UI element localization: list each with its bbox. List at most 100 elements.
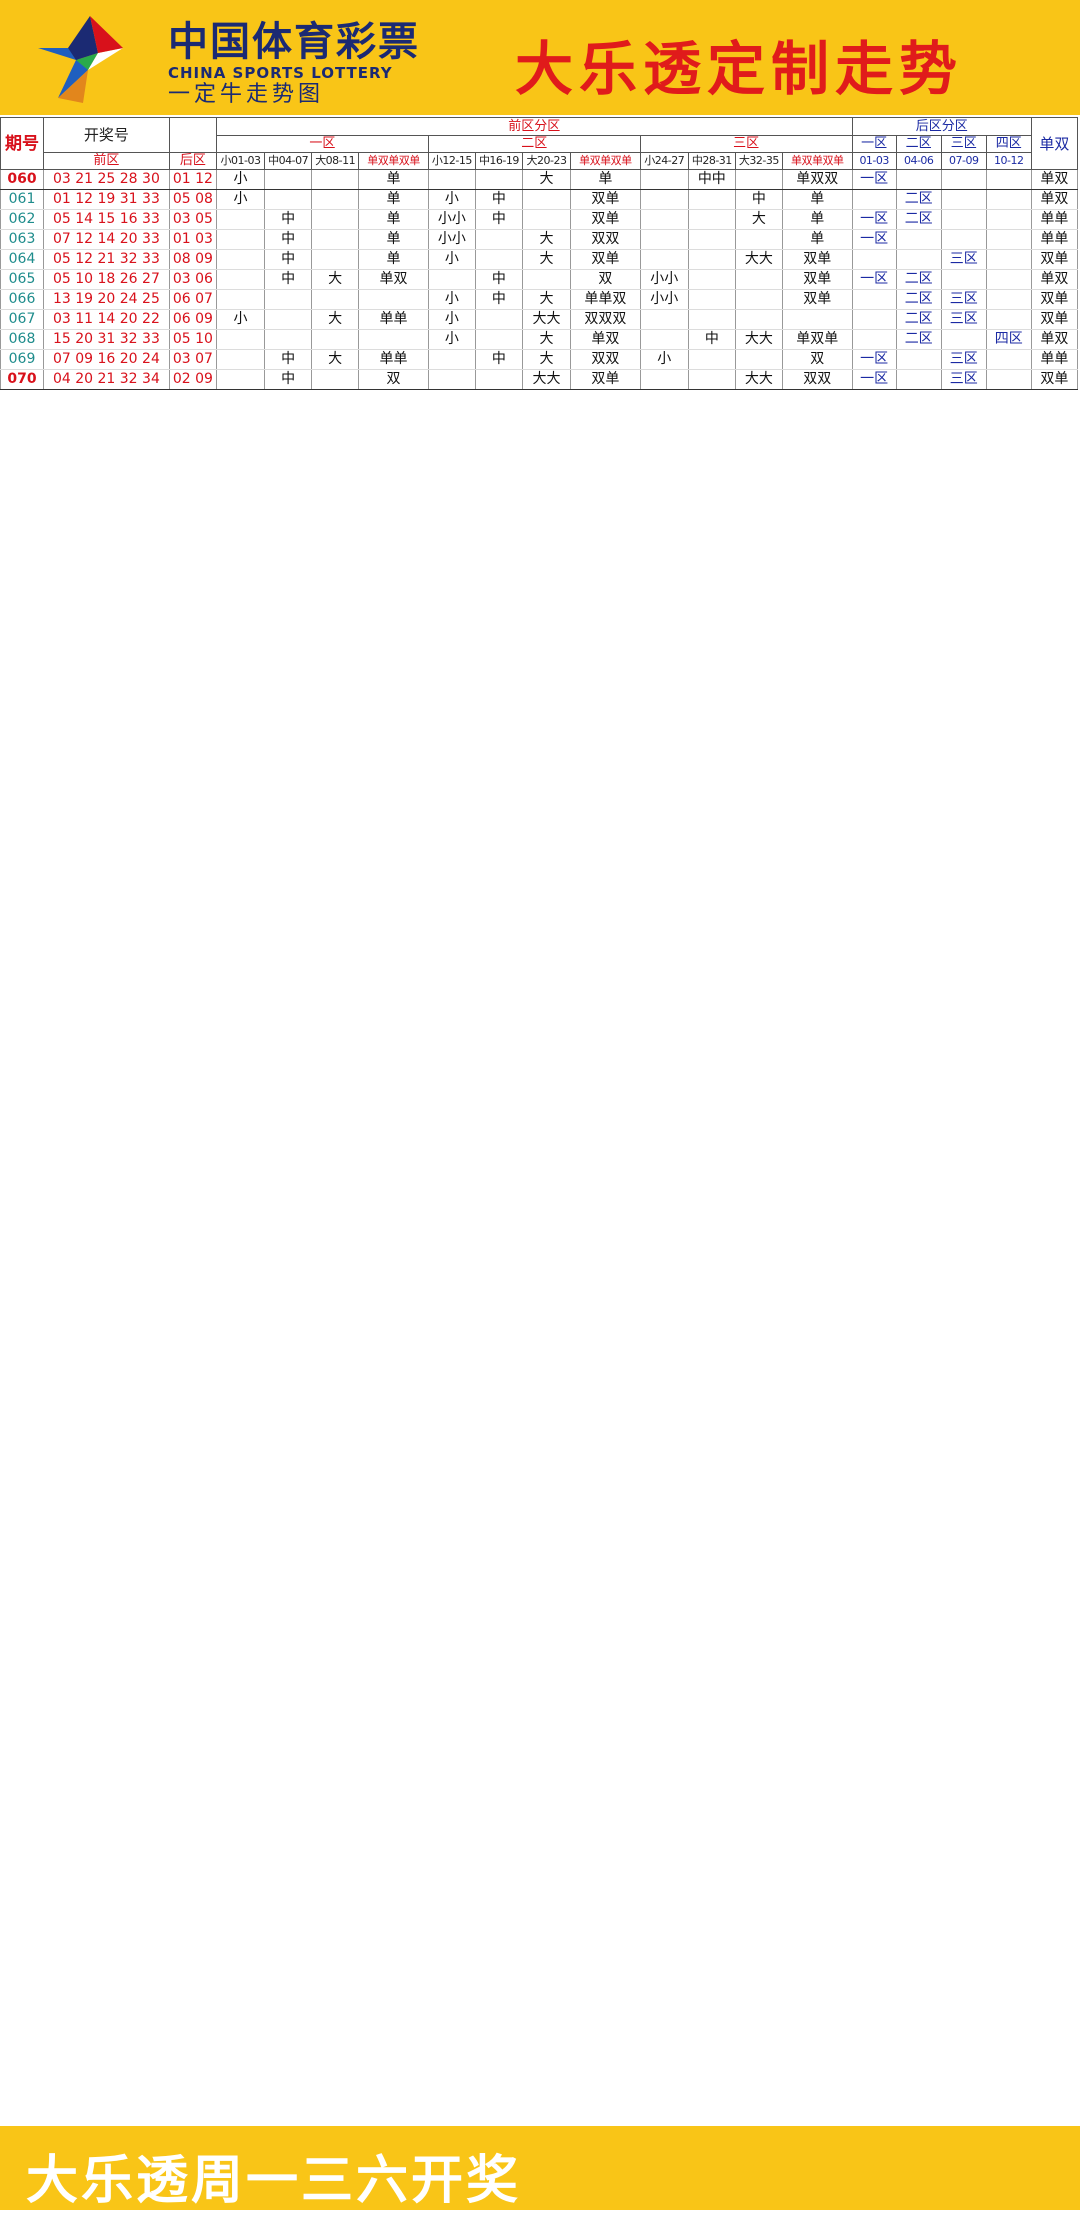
footer-text: 大乐透周一三六开奖 — [26, 2151, 522, 2211]
z1-oe-cell: 单 — [358, 229, 429, 250]
logo-english-name: CHINA SPORTS LOTTERY — [168, 64, 393, 82]
z1-small-cell: 小 — [215, 189, 266, 210]
z1-big-cell — [311, 209, 360, 230]
front-zone-header: 前区分区 — [215, 117, 853, 136]
back-zone3-cell: 三区 — [940, 249, 987, 270]
back-range2-header: 04-06 — [895, 152, 942, 170]
back-numbers-cell: 08 09 — [168, 249, 217, 270]
back-oe-cell: 单双 — [1030, 329, 1079, 350]
back-zone1-cell — [851, 289, 897, 310]
z2-mid-cell — [474, 369, 523, 390]
back-zone1-cell: 一区 — [851, 369, 897, 390]
z2-small-header: 小12-15 — [427, 152, 476, 170]
z2-oe-cell: 双 — [570, 269, 641, 290]
z1-oe-cell: 单 — [358, 169, 429, 190]
back-oe-cell: 单双 — [1030, 269, 1079, 290]
back-zone3-cell: 三区 — [940, 349, 987, 370]
back-numbers-cell: 03 07 — [168, 349, 217, 370]
z1-oe-cell: 单 — [358, 189, 429, 210]
z2-small-cell: 小 — [427, 329, 476, 350]
z1-small-cell — [215, 349, 266, 370]
period-cell: 062 — [0, 209, 44, 230]
table-row: 061 01 12 19 31 33 05 08 小单小中双单中单二区 单双 — [0, 189, 1079, 210]
z2-mid-cell — [474, 309, 523, 330]
z1-mid-cell: 中 — [264, 209, 313, 230]
back-zone3-cell — [940, 329, 987, 350]
z2-small-cell: 小 — [427, 289, 476, 310]
z1-big-cell — [311, 369, 360, 390]
z2-oe-cell: 双双 — [570, 349, 641, 370]
z3-small-cell — [639, 369, 689, 390]
z2-oe-cell: 双单 — [570, 189, 641, 210]
table-row: 068 15 20 31 32 33 05 10 小大单双中大大 单双单 二区 四区 单双 — [0, 329, 1079, 350]
back-range1-header: 01-03 — [851, 152, 897, 170]
z2-big-cell — [521, 189, 572, 210]
z2-mid-cell: 中 — [474, 269, 523, 290]
table-row: 066 13 19 20 24 25 06 07 小中大单单双 小小 双单 二区 三区 双单 — [0, 289, 1079, 310]
z1-mid-cell: 中 — [264, 229, 313, 250]
front-numbers-cell: 05 12 21 32 33 — [42, 249, 170, 270]
back-oe-header: 单双 — [1030, 117, 1079, 170]
period-cell: 067 — [0, 309, 44, 330]
back-oe-cell: 单双 — [1030, 189, 1079, 210]
back-zone2-cell: 二区 — [895, 329, 942, 350]
back-zone3-header: 三区 — [940, 135, 987, 153]
table-row: 062 05 14 15 16 33 03 05 中单小小中双单大单一区 二区 单单 — [0, 209, 1079, 230]
logo-chinese-name: 中国体育彩票 — [168, 19, 420, 65]
z3-big-cell: 大大 — [734, 249, 783, 270]
z1-small-cell — [215, 329, 266, 350]
z1-small-cell — [215, 269, 266, 290]
table-row: 064 05 12 21 32 33 08 09 中单小大双单 大大 双单 三区 双单 — [0, 249, 1079, 270]
z2-small-cell — [427, 369, 476, 390]
z1-oe-cell: 双 — [358, 369, 429, 390]
z1-mid-cell — [264, 289, 313, 310]
z2-mid-cell: 中 — [474, 189, 523, 210]
z1-big-cell — [311, 229, 360, 250]
z3-big-cell — [734, 309, 783, 330]
z2-mid-cell — [474, 329, 523, 350]
back-zone2-cell: 二区 — [895, 209, 942, 230]
back-zone4-cell: 四区 — [985, 329, 1032, 350]
z2-small-cell — [427, 269, 476, 290]
back-zone3-cell — [940, 189, 987, 210]
trend-table-container: 期号 开奖号 前区分区 后区分区 单双 一区 二区 三区 一区 二区 三区 四区… — [0, 117, 1080, 2120]
z2-mid-cell: 中 — [474, 209, 523, 230]
z1-oe-cell — [358, 329, 429, 350]
draw-header: 开奖号 — [42, 117, 170, 153]
z2-mid-cell: 中 — [474, 349, 523, 370]
z1-small-cell — [215, 289, 266, 310]
z2-small-cell: 小小 — [427, 229, 476, 250]
back-numbers-cell: 02 09 — [168, 369, 217, 390]
z1-small-header: 小01-03 — [215, 152, 266, 170]
z1-big-cell — [311, 189, 360, 210]
front-numbers-cell: 04 20 21 32 34 — [42, 369, 170, 390]
back-zone1-cell: 一区 — [851, 169, 897, 190]
back-zone3-cell — [940, 169, 987, 190]
z3-oe-cell: 单 — [781, 229, 853, 250]
period-cell: 068 — [0, 329, 44, 350]
back-zone4-cell — [985, 349, 1032, 370]
table-row: 069 07 09 16 20 24 03 07 中大单单中大双双小双一区 三区 单单 — [0, 349, 1079, 370]
back-zone2-cell — [895, 369, 942, 390]
back-zone4-cell — [985, 169, 1032, 190]
z3-oe-cell: 单 — [781, 209, 853, 230]
back-oe-cell: 单单 — [1030, 229, 1079, 250]
back-zone1-header: 一区 — [851, 135, 897, 153]
back-zone2-cell — [895, 249, 942, 270]
back-zone2-cell — [895, 169, 942, 190]
table-row: 060 03 21 25 28 30 01 12 小单大单中中 单双双 一区 单双 — [0, 169, 1079, 190]
z2-big-cell — [521, 209, 572, 230]
z3-small-cell — [639, 209, 689, 230]
z3-oe-cell: 双单 — [781, 289, 853, 310]
z3-small-cell — [639, 169, 689, 190]
lottery-star-icon — [38, 16, 123, 103]
front-numbers-cell: 15 20 31 32 33 — [42, 329, 170, 350]
back-zone1-cell: 一区 — [851, 209, 897, 230]
front-numbers-cell: 01 12 19 31 33 — [42, 189, 170, 210]
back-numbers-cell: 01 03 — [168, 229, 217, 250]
back-zone3-cell — [940, 229, 987, 250]
z3-small-cell — [639, 229, 689, 250]
z2-mid-cell: 中 — [474, 289, 523, 310]
back-oe-cell: 单双 — [1030, 169, 1079, 190]
z3-small-cell: 小 — [639, 349, 689, 370]
